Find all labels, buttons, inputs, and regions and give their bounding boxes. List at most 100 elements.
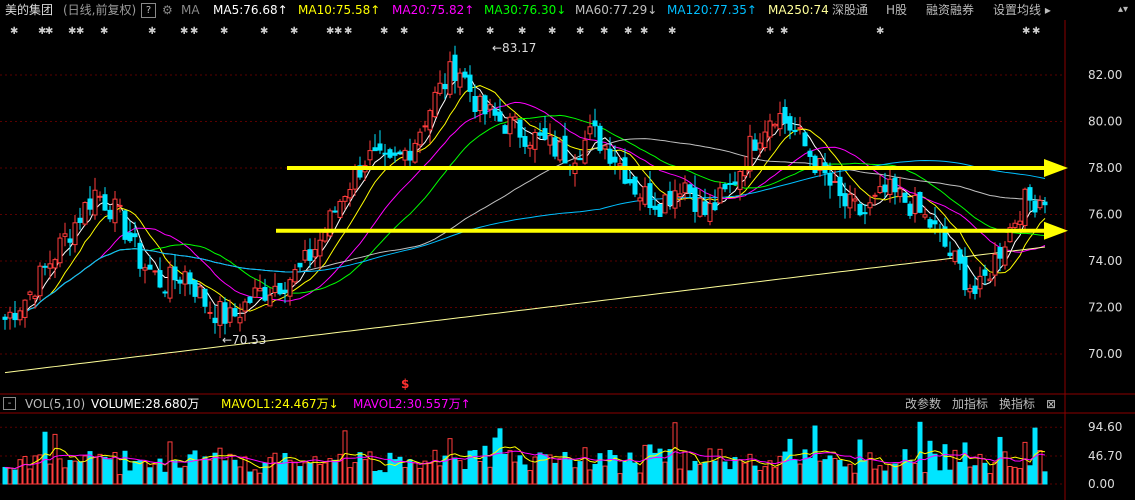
volume-bar (737, 459, 743, 485)
volume-bar (507, 450, 513, 485)
gear-icon[interactable]: ⚙ (162, 3, 173, 17)
volume-bar (117, 474, 123, 485)
switch-indicator-button[interactable]: 换指标 (999, 397, 1036, 411)
candle-body (412, 142, 418, 163)
volume-bar (87, 451, 93, 485)
candle-body (397, 151, 403, 154)
price-axis: 82.00 80.00 78.00 76.00 74.00 72.00 70.00 (1088, 68, 1122, 361)
ma250-value: MA250:74 (768, 3, 829, 17)
candle-body (192, 280, 198, 297)
event-markers: ✱ ✱✱ ✱ ✱ ✱ ✱ ✱ ✱ ✱ ✱ ✱ ✱ ✱ ✱ ✱ ✱ ✱ ✱ ✱ ✱ ✱ ✱ ✱ ✱ ✱ ✱ ✱ ✱ ✱ ✱ (10, 26, 1040, 37)
candle-body (407, 150, 413, 161)
candle-body (517, 119, 523, 138)
candle-body (132, 233, 138, 238)
volume-bar (582, 447, 588, 485)
event-marker: ✱ (780, 26, 788, 37)
volume-bar (557, 458, 563, 485)
volume-bar (587, 469, 593, 485)
volume-bar (372, 471, 378, 485)
candle-body (342, 195, 348, 202)
candle-body (977, 275, 983, 290)
tab-margin[interactable]: 融资融券 (926, 3, 975, 17)
help-icon[interactable]: ? (141, 3, 156, 18)
candle-body (447, 61, 453, 95)
event-marker: ✱ (344, 26, 352, 37)
ma10-value: MA10:75.58↑ (298, 3, 381, 17)
candle-body (212, 317, 218, 324)
event-marker: ✱ (766, 26, 774, 37)
tab-shenhk[interactable]: 深股通 (832, 3, 869, 17)
candle-body (507, 116, 513, 135)
candle-body (597, 125, 603, 151)
candle-body (417, 131, 423, 146)
candle-body (972, 285, 978, 294)
volume-bar (577, 461, 583, 485)
candle-body (197, 286, 203, 299)
candle-body (932, 220, 938, 225)
tab-h-share[interactable]: H股 (886, 3, 908, 17)
event-marker: ✱ (640, 26, 648, 37)
candle-body (842, 193, 848, 207)
volume-bar (62, 467, 68, 485)
dollar-marker: $ (401, 377, 409, 391)
candle-body (767, 120, 773, 138)
candle-body (812, 155, 818, 174)
candle-body (317, 239, 323, 257)
volume-bar (227, 453, 233, 485)
panel-arrows-icon[interactable]: ▴▾ (1118, 4, 1129, 15)
volume-value: VOLUME:28.680万 (91, 397, 200, 411)
volume-bar (747, 453, 753, 485)
volume-bar (82, 455, 88, 485)
collapse-volume-button[interactable]: - (3, 397, 16, 410)
candle-body (137, 242, 143, 269)
candle-body (737, 170, 743, 190)
volume-bar (357, 452, 363, 485)
candle-body (532, 131, 538, 150)
event-marker: ✱ (76, 26, 84, 37)
volume-bar (202, 456, 208, 485)
volume-bar (162, 471, 168, 485)
volume-bar (307, 462, 313, 485)
volume-bar (982, 462, 988, 485)
event-marker: ✱ (326, 26, 334, 37)
volume-bar (992, 461, 998, 485)
volume-bar (367, 451, 373, 485)
candle-body (662, 194, 668, 214)
candle-body (147, 264, 153, 270)
event-marker: ✱ (518, 26, 526, 37)
volume-bar (302, 462, 308, 485)
candle-body (642, 186, 648, 205)
add-indicator-button[interactable]: 加指标 (952, 397, 989, 411)
volume-bar (52, 433, 58, 485)
candle-body (887, 178, 893, 195)
candle-body (747, 135, 753, 172)
volume-bar (182, 465, 188, 485)
volume-bar (277, 462, 283, 485)
event-marker: ✱ (190, 26, 198, 37)
volume-bar (752, 465, 758, 485)
candle-body (652, 205, 658, 210)
candle-body (287, 279, 293, 297)
candle-body (22, 299, 28, 318)
volume-bar (802, 449, 808, 485)
volume-bar (967, 466, 973, 485)
stock-name[interactable]: 美的集团 (5, 3, 54, 17)
event-marker: ✱ (100, 26, 108, 37)
event-marker: ✱ (1022, 26, 1030, 37)
volume-bar (322, 462, 328, 485)
volume-bar (192, 450, 198, 485)
volume-bar (547, 454, 553, 485)
volume-bar (257, 472, 263, 485)
edit-params-button[interactable]: 改参数 (905, 397, 942, 411)
volume-bar (342, 430, 348, 485)
volume-bar (787, 438, 793, 485)
event-marker: ✱ (548, 26, 556, 37)
close-icon[interactable]: ⊠ (1046, 397, 1057, 411)
candle-body (522, 136, 528, 147)
settings-ma[interactable]: 设置均线 ▸ (993, 3, 1051, 17)
high-price-label: ←83.17 (492, 41, 536, 55)
volume-bar (702, 461, 708, 485)
volume-tick-label: 94.60 (1088, 420, 1122, 434)
event-marker: ✱ (290, 26, 298, 37)
